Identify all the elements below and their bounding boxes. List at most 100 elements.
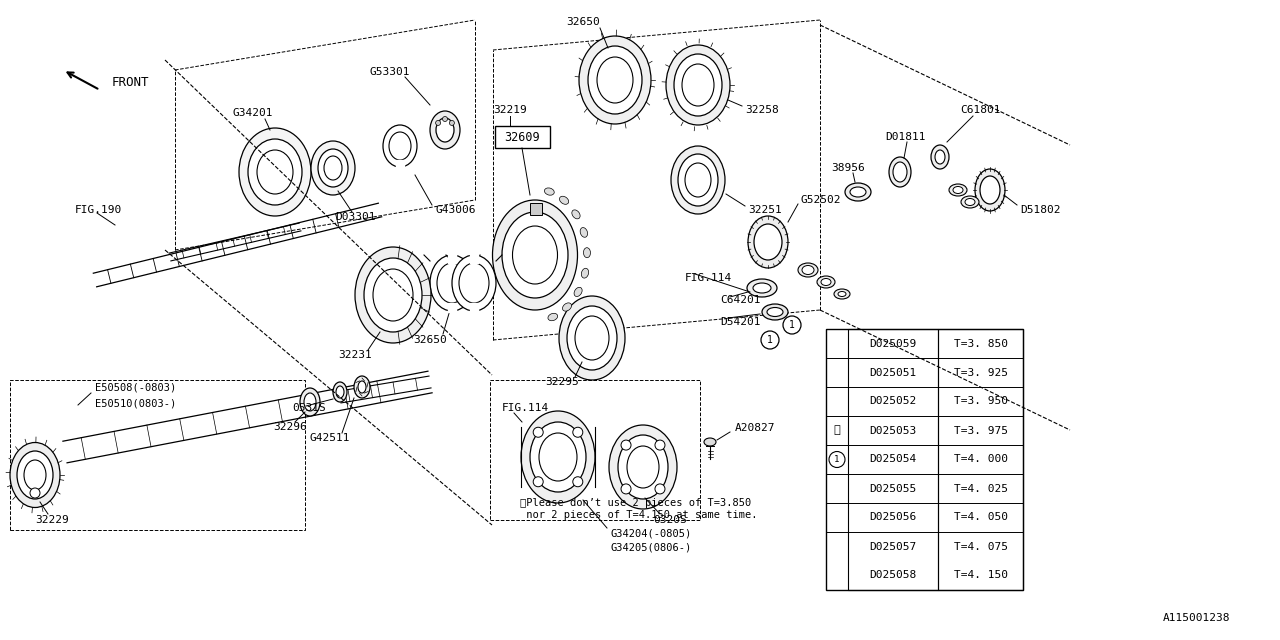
Ellipse shape [559,296,625,380]
Ellipse shape [305,393,316,411]
Ellipse shape [317,149,348,187]
Ellipse shape [248,139,302,205]
Ellipse shape [559,196,568,204]
Text: D025052: D025052 [869,397,916,406]
Ellipse shape [748,216,788,268]
Text: 32609: 32609 [504,131,540,143]
Ellipse shape [890,157,911,187]
Ellipse shape [797,263,818,277]
Ellipse shape [675,54,722,116]
Ellipse shape [311,141,355,195]
Ellipse shape [618,435,668,499]
Text: C61801: C61801 [960,105,1000,115]
Ellipse shape [754,224,782,260]
Ellipse shape [521,411,595,503]
Ellipse shape [436,263,467,303]
Circle shape [534,428,543,437]
Bar [490,380,700,520]
Text: D025056: D025056 [869,513,916,522]
Ellipse shape [324,156,342,180]
Ellipse shape [575,287,582,296]
Ellipse shape [975,169,1005,211]
Ellipse shape [355,247,431,343]
Text: D025054: D025054 [869,454,916,465]
Text: 32650: 32650 [413,335,447,345]
Text: T=4. 075: T=4. 075 [954,541,1007,552]
Text: 38956: 38956 [831,163,865,173]
Circle shape [762,331,780,349]
Circle shape [534,477,543,487]
Ellipse shape [364,258,422,332]
Text: 1: 1 [767,335,773,345]
Text: 1: 1 [835,455,840,464]
Ellipse shape [980,176,1000,204]
Ellipse shape [562,303,571,311]
Ellipse shape [584,248,590,258]
Ellipse shape [502,212,568,298]
Ellipse shape [575,316,609,360]
Ellipse shape [548,314,558,321]
Text: G53301: G53301 [370,67,411,77]
Text: T=4. 000: T=4. 000 [954,454,1007,465]
Text: 32258: 32258 [745,105,778,115]
Text: 1: 1 [788,320,795,330]
Ellipse shape [358,381,366,393]
Ellipse shape [493,200,577,310]
Ellipse shape [704,438,716,446]
Text: 32650: 32650 [566,17,600,27]
Bar [849,329,938,590]
Text: G34205(0806-): G34205(0806-) [611,543,691,553]
Ellipse shape [682,64,714,106]
Text: FIG.114: FIG.114 [685,273,732,283]
Ellipse shape [452,255,497,311]
Text: G43006: G43006 [435,205,475,215]
Ellipse shape [678,154,718,206]
Ellipse shape [954,186,963,193]
Ellipse shape [430,255,474,311]
Circle shape [572,428,582,437]
Circle shape [29,488,40,498]
Ellipse shape [389,132,411,160]
Ellipse shape [817,276,835,288]
Bar [10,380,305,530]
Ellipse shape [539,433,577,481]
Ellipse shape [337,386,344,398]
Ellipse shape [579,36,652,124]
Circle shape [572,477,582,487]
Ellipse shape [572,210,580,219]
Text: 0531S: 0531S [292,403,325,413]
Ellipse shape [961,196,979,208]
Ellipse shape [581,268,589,278]
Ellipse shape [931,145,948,169]
Text: 32295: 32295 [545,377,579,387]
Ellipse shape [948,184,966,196]
Ellipse shape [383,125,417,167]
Ellipse shape [845,183,870,201]
Text: FRONT: FRONT [113,76,150,88]
Ellipse shape [685,163,710,197]
Ellipse shape [835,289,850,299]
Ellipse shape [333,382,347,402]
Ellipse shape [10,442,60,508]
Text: D03301: D03301 [335,212,375,222]
Text: D025057: D025057 [869,541,916,552]
Text: D025059: D025059 [869,339,916,349]
Text: T=3. 850: T=3. 850 [954,339,1007,349]
Bar [826,329,1023,590]
Circle shape [435,120,440,125]
Text: T=4. 150: T=4. 150 [954,570,1007,580]
Ellipse shape [803,266,814,275]
Ellipse shape [239,128,311,216]
Ellipse shape [753,283,771,293]
Text: D025051: D025051 [869,367,916,378]
Ellipse shape [893,162,908,182]
Text: D54201: D54201 [721,317,760,327]
Text: FIG.114: FIG.114 [502,403,549,413]
Bar [938,329,1023,590]
Text: A115001238: A115001238 [1162,613,1230,623]
Ellipse shape [17,451,52,499]
Text: D025058: D025058 [869,570,916,580]
Circle shape [655,440,666,450]
Text: 32251: 32251 [748,205,782,215]
Text: E50508(-0803): E50508(-0803) [95,383,177,393]
